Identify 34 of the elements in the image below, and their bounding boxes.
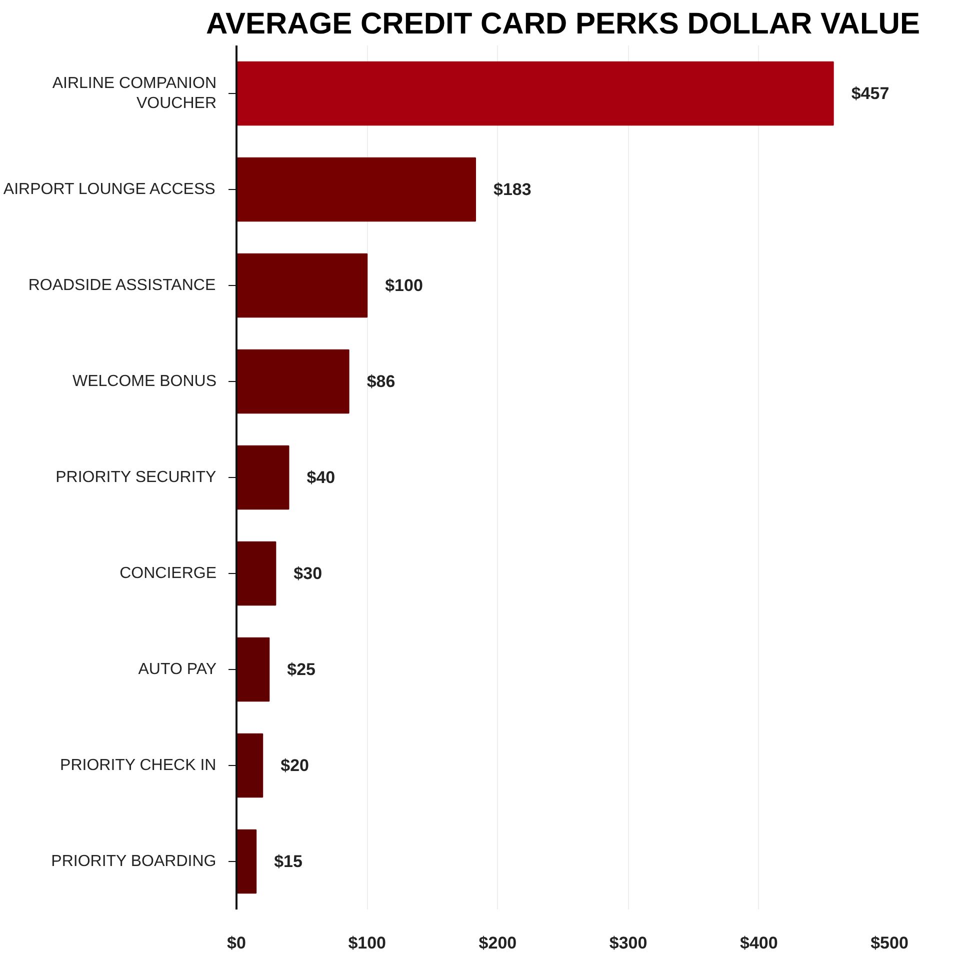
data-label: $25 [287,660,316,679]
y-tick-label: AIRLINE COMPANION VOUCHER [52,74,217,112]
data-label: $457 [851,84,890,103]
data-label: $183 [494,180,532,199]
data-label: $100 [385,276,423,295]
data-label: $86 [366,372,396,391]
x-tick-label: $400 [740,934,778,952]
x-tick-label: $100 [348,934,386,952]
x-tick-label: $200 [478,934,517,952]
data-label: $30 [294,564,322,583]
bar [236,733,264,798]
data-label: $20 [280,756,309,775]
x-tick-label: $500 [870,934,908,952]
y-tick-label: ROADSIDE ASSISTANCE [28,277,216,294]
y-tick-label: AIRPORT LOUNGE ACCESS [3,181,216,198]
y-tick-label: PRIORITY BOARDING [51,853,216,870]
x-tick-label: $300 [609,934,648,952]
y-tick-label: CONCIERGE [120,565,217,582]
y-tick-label: PRIORITY SECURITY [56,469,217,486]
bar [236,253,368,318]
y-tick-label: PRIORITY CHECK IN [60,757,216,774]
data-label: $15 [274,852,302,871]
bar [236,637,270,702]
bar [236,445,290,510]
chart-title: AVERAGE CREDIT CARD PERKS DOLLAR VALUE [206,8,920,40]
bar [236,157,476,222]
bar [236,541,276,606]
bar [236,349,350,414]
x-tick-label: $0 [227,934,246,952]
bar [236,829,257,894]
bar [236,61,834,126]
data-label: $40 [306,468,336,487]
y-tick-label: WELCOME BONUS [72,373,216,390]
y-tick-label: AUTO PAY [138,661,217,678]
